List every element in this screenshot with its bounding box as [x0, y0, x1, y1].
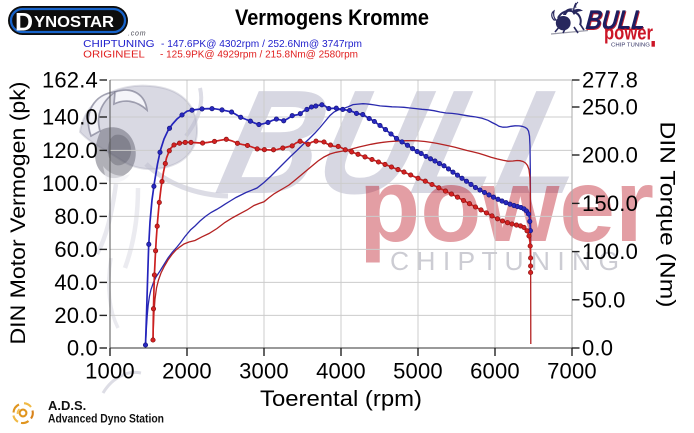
svg-text:YNOSTAR: YNOSTAR	[34, 14, 114, 31]
svg-text:C H I P T U N I N G: C H I P T U N I N G	[390, 246, 619, 276]
svg-text:150.0: 150.0	[582, 191, 638, 216]
svg-text:BULL: BULL	[583, 6, 650, 36]
svg-text:ORIGINEEL- 125.9PK@ 4929rpm /: ORIGINEEL - 125.9PK@ 4929rpm / 215.8Nm@ 2…	[83, 49, 358, 61]
svg-text:1000: 1000	[85, 359, 135, 384]
svg-text:Vermogens Kromme: Vermogens Kromme	[235, 5, 429, 30]
svg-text:BULL: BULL	[582, 4, 649, 34]
svg-text:250.0: 250.0	[582, 95, 638, 120]
svg-text:.com: .com	[128, 31, 146, 38]
svg-text:BULL: BULL	[205, 59, 606, 224]
svg-text:162.4: 162.4	[42, 68, 98, 93]
svg-text:3000: 3000	[239, 359, 289, 384]
svg-text:100.0: 100.0	[42, 171, 98, 196]
svg-text:277.8: 277.8	[582, 68, 638, 93]
svg-text:power: power	[604, 22, 653, 45]
svg-text:50.0: 50.0	[582, 287, 626, 312]
svg-text:A.D.S.: A.D.S.	[48, 398, 86, 413]
svg-text:0.0: 0.0	[67, 336, 98, 361]
svg-text:140.0: 140.0	[42, 105, 98, 130]
svg-text:7000: 7000	[547, 359, 597, 384]
svg-text:CHIPTUNING- 147.6PK@ 4302rpm /: CHIPTUNING - 147.6PK@ 4302rpm / 252.6Nm@ …	[83, 38, 362, 50]
svg-text:Advanced Dyno Station: Advanced Dyno Station	[48, 414, 164, 426]
svg-text:80.0: 80.0	[54, 204, 98, 229]
svg-text:power: power	[359, 148, 654, 264]
svg-text:DIN Motor Vermogen (pk): DIN Motor Vermogen (pk)	[7, 82, 30, 345]
svg-text:DIN Torque (Nm): DIN Torque (Nm)	[656, 122, 679, 308]
svg-text:200.0: 200.0	[582, 143, 638, 168]
svg-text:0.0: 0.0	[582, 336, 613, 361]
svg-text:D: D	[15, 9, 33, 37]
svg-text:100.0: 100.0	[582, 239, 638, 264]
svg-text:120.0: 120.0	[42, 138, 98, 163]
svg-text:40.0: 40.0	[54, 270, 98, 295]
svg-text:CHIP TUNING: CHIP TUNING	[611, 42, 650, 48]
svg-text:6000: 6000	[470, 359, 520, 384]
svg-text:60.0: 60.0	[54, 237, 98, 262]
svg-text:20.0: 20.0	[54, 303, 98, 328]
svg-text:Toerental (rpm): Toerental (rpm)	[260, 386, 422, 411]
svg-text:4000: 4000	[316, 359, 366, 384]
svg-text:2000: 2000	[162, 359, 212, 384]
svg-text:5000: 5000	[393, 359, 443, 384]
